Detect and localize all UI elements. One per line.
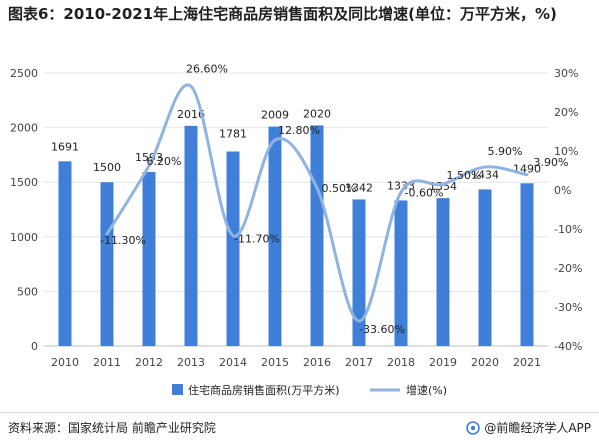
growth-data-label: -0.60% <box>405 186 444 199</box>
growth-data-label: -11.30% <box>100 234 146 247</box>
brand-logo-icon <box>466 421 481 435</box>
bar <box>142 172 156 346</box>
bar <box>436 198 450 346</box>
growth-data-label: -33.60% <box>359 323 405 336</box>
bar <box>100 182 114 346</box>
y-right-tick-label: 0% <box>554 184 571 197</box>
y-right-tick-label: -10% <box>554 223 582 236</box>
y-left-tick-label: 500 <box>17 285 38 298</box>
x-tick-label: 2017 <box>345 356 373 369</box>
bar <box>520 183 534 346</box>
growth-point <box>357 319 361 323</box>
footer-divider <box>0 412 599 413</box>
y-left-tick-label: 0 <box>31 340 38 353</box>
y-left-tick-label: 1500 <box>10 176 38 189</box>
x-tick-label: 2015 <box>261 356 289 369</box>
bar-data-label: 2016 <box>177 108 205 121</box>
bar <box>352 199 366 346</box>
growth-data-label: 1.50% <box>447 169 482 182</box>
growth-point <box>231 234 235 238</box>
growth-point <box>189 84 193 88</box>
bar <box>268 126 282 346</box>
growth-point <box>315 186 319 190</box>
bar <box>478 189 492 346</box>
bar-data-label: 2009 <box>261 109 289 122</box>
y-left-tick-label: 1000 <box>10 231 38 244</box>
y-right-tick-label: -30% <box>554 301 582 314</box>
growth-data-label: 3.90% <box>534 156 569 169</box>
growth-data-label: 0.50% <box>322 182 357 195</box>
bar <box>394 200 408 346</box>
x-tick-label: 2016 <box>303 356 331 369</box>
bar-data-label: 1691 <box>51 140 79 153</box>
legend-line-label: 增速(%) <box>406 383 447 397</box>
y-left-tick-label: 2000 <box>10 122 38 135</box>
bar-data-label: 1342 <box>345 181 373 194</box>
y-right-tick-label: 10% <box>554 145 578 158</box>
growth-point <box>273 138 277 142</box>
growth-data-label: 6.20% <box>147 155 182 168</box>
bar-data-label: 1500 <box>93 161 121 174</box>
x-tick-label: 2013 <box>177 356 205 369</box>
x-tick-label: 2010 <box>51 356 79 369</box>
x-tick-label: 2019 <box>429 356 457 369</box>
x-tick-label: 2020 <box>471 356 499 369</box>
source-note: 资料来源：国家统计局 前瞻产业研究院 <box>8 421 216 435</box>
growth-point <box>105 232 109 236</box>
x-tick-label: 2012 <box>135 356 163 369</box>
x-tick-label: 2021 <box>513 356 541 369</box>
growth-data-label: 5.90% <box>488 145 523 158</box>
bar <box>226 151 240 346</box>
legend-bar-label: 住宅商品房销售面积(万平方米) <box>188 383 340 397</box>
y-right-tick-label: -20% <box>554 262 582 275</box>
brand-credit-text: @前瞻经济学人APP <box>484 421 591 435</box>
y-right-tick-label: 30% <box>554 67 578 80</box>
bar-data-label: 2020 <box>303 107 331 120</box>
x-tick-label: 2018 <box>387 356 415 369</box>
y-right-tick-label: -40% <box>554 340 582 353</box>
brand-credit: @前瞻经济学人APP <box>466 420 591 436</box>
chart-title: 图表6：2010-2021年上海住宅商品房销售面积及同比增速(单位：万平方米，%… <box>8 5 557 23</box>
bar <box>58 161 72 346</box>
growth-point <box>399 190 403 194</box>
growth-point <box>441 182 445 186</box>
x-tick-label: 2014 <box>219 356 247 369</box>
y-left-tick-label: 2500 <box>10 67 38 80</box>
growth-point <box>483 165 487 169</box>
y-right-tick-label: 20% <box>554 106 578 119</box>
growth-point <box>525 173 529 177</box>
bar <box>184 125 198 346</box>
bar-data-label: 1434 <box>471 168 499 181</box>
x-tick-label: 2011 <box>93 356 121 369</box>
growth-point <box>147 164 151 168</box>
growth-data-label: -11.70% <box>234 233 280 246</box>
growth-data-label: 12.80% <box>278 124 320 137</box>
growth-data-label: 26.60% <box>186 62 228 75</box>
bar <box>310 125 324 346</box>
legend-bar-swatch <box>172 384 183 395</box>
bar-data-label: 1781 <box>219 128 247 141</box>
